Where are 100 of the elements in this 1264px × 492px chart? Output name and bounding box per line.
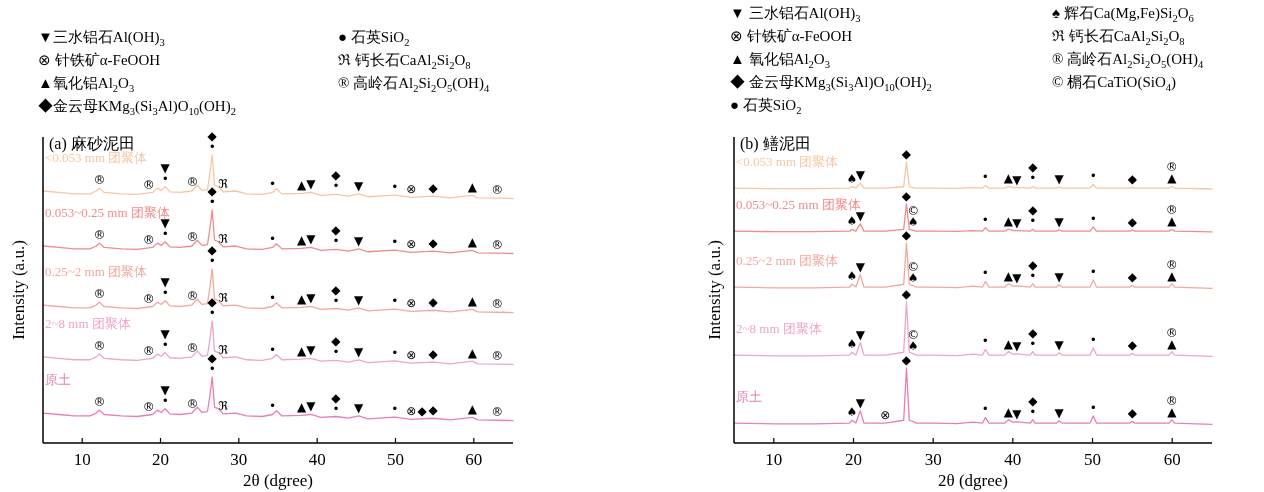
annotation: ▼ bbox=[1012, 406, 1023, 421]
annotation: ▼ bbox=[354, 400, 365, 415]
annotation: • bbox=[981, 170, 989, 185]
series-label: 0.25~2 mm 团聚体 bbox=[45, 264, 148, 280]
annotation: ® bbox=[186, 175, 199, 190]
annotation: ▼ bbox=[1054, 172, 1065, 187]
annotation: ▼ bbox=[354, 178, 365, 193]
annotation: ◆ bbox=[428, 295, 439, 310]
series-label: <0.053 mm 团聚体 bbox=[736, 154, 839, 170]
annotation: • bbox=[268, 232, 277, 247]
annotation: ▼ bbox=[1012, 172, 1023, 187]
annotation: ◆ bbox=[207, 294, 218, 309]
annotation: ® bbox=[186, 289, 199, 304]
annotation: ▼ bbox=[1054, 269, 1065, 284]
chart-title: (a) 麻砂泥田 bbox=[49, 135, 135, 153]
x-tick-label: 50 bbox=[387, 450, 404, 469]
annotation: ® bbox=[93, 173, 106, 188]
annotation: ⊗ bbox=[880, 408, 891, 423]
annotation: • bbox=[268, 399, 277, 414]
annotation: ◆ bbox=[1127, 406, 1138, 421]
annotation: • bbox=[268, 343, 277, 358]
annotation: ▲ bbox=[1003, 336, 1014, 351]
annotation: ♠ bbox=[846, 214, 858, 229]
annotation: • bbox=[391, 294, 399, 309]
annotation: ▲ bbox=[296, 178, 307, 193]
text: ● 石英SiO$_{2}$ bbox=[338, 29, 410, 48]
annotation: • bbox=[1089, 265, 1097, 280]
annotation: ▼ bbox=[354, 344, 365, 359]
x-tick-label: 10 bbox=[765, 450, 783, 469]
annotation: ▲ bbox=[467, 235, 478, 250]
text: ▼ 三水铝石Al(OH)$_{3}$ bbox=[730, 5, 861, 24]
annotation: ◆ bbox=[428, 236, 439, 251]
annotation: ® bbox=[186, 341, 199, 356]
annotation: ◆ bbox=[331, 168, 342, 183]
annotation: ▼ bbox=[160, 326, 171, 341]
x-tick-label: 10 bbox=[73, 450, 91, 469]
text: ℜ 钙长石CaAl$_{2}$Si$_{2}$O$_{8}$ bbox=[338, 52, 471, 71]
text: © 榍石CaTiO(SiO$_{4}$) bbox=[1052, 74, 1177, 93]
annotation: ▲ bbox=[296, 233, 307, 248]
annotation: ▼ bbox=[306, 177, 317, 192]
annotation: ▼ bbox=[306, 232, 317, 247]
annotation: ⊗ bbox=[406, 404, 417, 419]
text: ℜ 钙长石CaAl$_{2}$Si$_{2}$O$_{8}$ bbox=[1052, 28, 1185, 47]
annotation: ® bbox=[93, 395, 106, 410]
annotation: • bbox=[981, 334, 989, 349]
annotation: • bbox=[391, 235, 399, 250]
text: ◆金云母KMg$_{3}$(Si$_{3}$Al)O$_{10}$(OH)$_{2}$ bbox=[38, 98, 236, 117]
annotation: • bbox=[1089, 169, 1097, 184]
annotation: ◆ bbox=[901, 286, 912, 301]
annotation: ▼ bbox=[306, 343, 317, 358]
annotation: ⊗ bbox=[406, 237, 417, 252]
annotation: ℜ bbox=[218, 290, 229, 305]
text: 2~8 mm 团聚体 bbox=[45, 315, 131, 331]
annotation: ◆ bbox=[417, 403, 428, 418]
annotation: ⊗ bbox=[406, 182, 417, 197]
annotation: ▼ bbox=[354, 292, 365, 307]
annotation: ® bbox=[93, 228, 106, 243]
annotation: ▼ bbox=[1054, 405, 1065, 420]
x-tick-label: 30 bbox=[924, 450, 942, 469]
annotation: ▼ bbox=[306, 399, 317, 414]
annotation: ▼ bbox=[1012, 338, 1023, 353]
annotation: ▼ bbox=[160, 160, 171, 175]
annotation: ♠ bbox=[846, 269, 858, 284]
annotation: ◆ bbox=[901, 188, 912, 203]
x-axis-title: 2θ (dgree) bbox=[938, 471, 1008, 490]
annotation: • bbox=[1089, 211, 1097, 226]
annotation: ◆ bbox=[1127, 270, 1138, 285]
annotation: ▲ bbox=[1003, 404, 1014, 419]
annotation: ® bbox=[491, 349, 504, 364]
annotation: ♠ bbox=[907, 215, 919, 230]
annotation: ▼ bbox=[855, 327, 866, 342]
annotation: ℜ bbox=[218, 398, 229, 413]
annotation: ▼ bbox=[1054, 214, 1065, 229]
annotation: ◆ bbox=[901, 352, 912, 367]
annotation: ◆ bbox=[1127, 172, 1138, 187]
x-tick-label: 50 bbox=[1084, 450, 1101, 469]
annotation: • bbox=[981, 212, 989, 227]
annotation: • bbox=[981, 266, 989, 281]
annotation: ▼ bbox=[855, 395, 866, 410]
annotation: • bbox=[981, 402, 989, 417]
y-axis-title: Intensity (a.u.) bbox=[9, 240, 28, 340]
annotation: ▼ bbox=[160, 274, 171, 289]
annotation: ⊗ bbox=[406, 296, 417, 311]
x-axis-title: 2θ (dgree) bbox=[243, 471, 313, 490]
annotation: ® bbox=[93, 339, 106, 354]
annotation: ⊗ bbox=[406, 348, 417, 363]
annotation: ◆ bbox=[901, 147, 912, 161]
annotation: ▲ bbox=[467, 346, 478, 361]
y-axis-title: Intensity (a.u.) bbox=[705, 240, 724, 340]
annotation: ▲ bbox=[1003, 268, 1014, 283]
annotation: ▼ bbox=[1012, 270, 1023, 285]
series-label: 0.25~2 mm 团聚体 bbox=[736, 253, 839, 269]
series-label: 2~8 mm 团聚体 bbox=[736, 321, 822, 337]
annotation: ▲ bbox=[296, 344, 307, 359]
annotation: ◆ bbox=[331, 334, 342, 349]
chart-title: (b) 鳝泥田 bbox=[740, 135, 811, 153]
annotation: ® bbox=[142, 178, 155, 193]
annotation: ◆ bbox=[428, 403, 439, 418]
text: ◆ 金云母KMg$_{3}$(Si$_{3}$Al)O$_{10}$(OH)$_{2}$ bbox=[730, 74, 932, 93]
annotation: ◆ bbox=[1127, 215, 1138, 229]
